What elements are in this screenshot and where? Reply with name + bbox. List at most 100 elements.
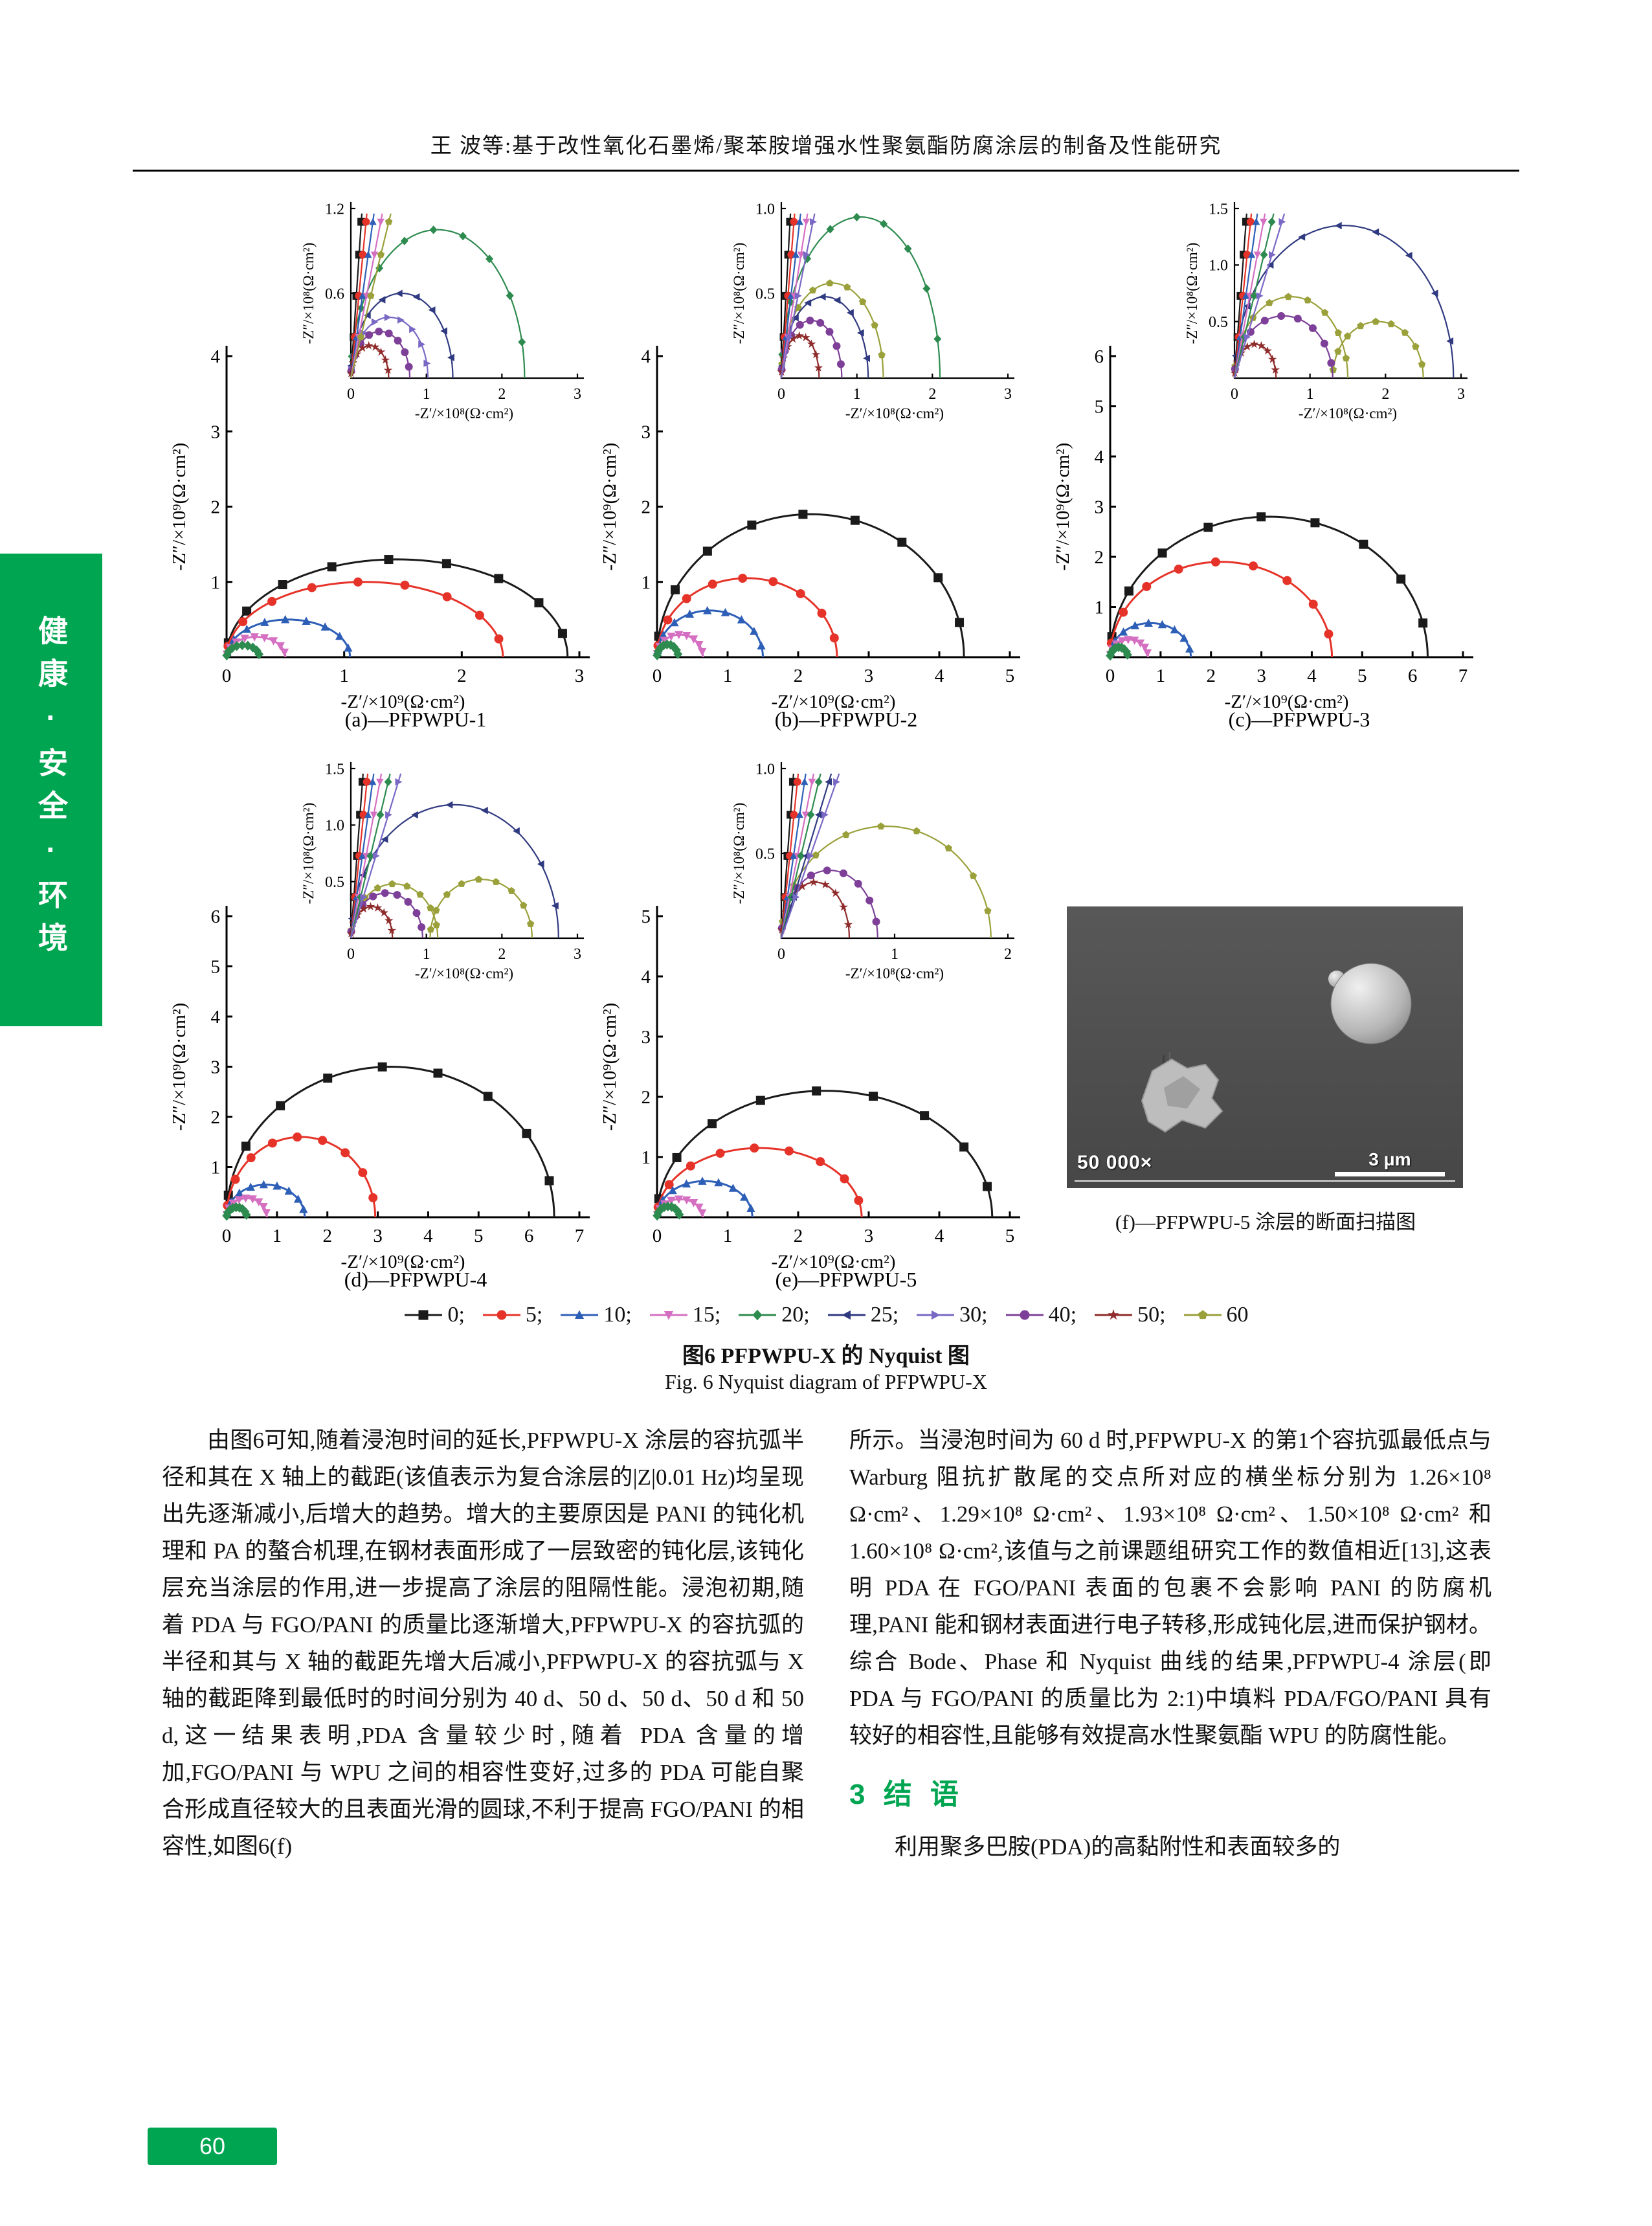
svg-text:2: 2: [1004, 946, 1012, 963]
svg-text:3: 3: [211, 1057, 221, 1078]
legend-item-25: 25;: [827, 1303, 899, 1327]
sem-caption: (f)—PFPWPU-5 涂层的断面扫描图: [1115, 1211, 1416, 1233]
svg-text:3: 3: [1095, 497, 1104, 518]
body-paragraph-left: 由图6可知,随着浸泡时间的延长,PFPWPU-X 涂层的容抗弧半径和其在 X 轴…: [162, 1428, 804, 1859]
svg-text:-Z′/×10⁸(Ω·cm²): -Z′/×10⁸(Ω·cm²): [845, 405, 944, 422]
svg-text:(b)—PFPWPU-2: (b)—PFPWPU-2: [775, 708, 917, 731]
svg-text:0: 0: [222, 1226, 232, 1246]
figure-legend: 0; 5; 10; 15; 20; 25; 30; 40; 50; 60: [129, 1303, 1523, 1327]
svg-text:4: 4: [1307, 666, 1317, 686]
body-paragraph-right: 所示。当浸泡时间为 60 d 时,PFPWPU-X 的第1个容抗弧最低点与 Wa…: [849, 1428, 1491, 1748]
svg-text:1: 1: [1095, 598, 1104, 618]
legend-label: 50;: [1137, 1303, 1166, 1327]
svg-text:2: 2: [794, 1226, 803, 1246]
header-title: 王 波等:基于改性氧化石墨烯/聚苯胺增强水性聚氨酯防腐涂层的制备及性能研究: [430, 135, 1222, 158]
svg-text:0: 0: [777, 946, 785, 963]
svg-text:-Z′/×10⁹(Ω·cm²): -Z′/×10⁹(Ω·cm²): [772, 691, 896, 712]
svg-text:0: 0: [777, 386, 785, 403]
nyquist-plot: 0 1 2 3 4 5 1 2 3 4 -Z′/×10⁹(Ω·cm²) -Z″/×10⁹(Ω·cm²)…: [599, 194, 1032, 731]
legend-label: 15;: [692, 1303, 721, 1327]
svg-text:5: 5: [1357, 666, 1367, 686]
legend-label: 5;: [525, 1303, 543, 1327]
sem-divider: [1075, 1180, 1455, 1182]
svg-text:5: 5: [211, 957, 221, 978]
svg-text:1: 1: [273, 1226, 282, 1246]
svg-text:0.5: 0.5: [755, 286, 775, 302]
legend-item-10: 10;: [559, 1303, 632, 1327]
legend-item-5: 5;: [482, 1303, 542, 1327]
chart-e: 0 1 2 3 4 5 1 2 3 4 5 -Z′/×10⁹(Ω·cm²) -Z″/×10⁹(Ω·cm²…: [592, 754, 1032, 1298]
svg-text:-Z″/×10⁸(Ω·cm²): -Z″/×10⁸(Ω·cm²): [300, 243, 317, 344]
legend-glyph: [1095, 1309, 1133, 1320]
sem-flake-detail: [1164, 1076, 1200, 1108]
svg-text:-Z′/×10⁹(Ω·cm²): -Z′/×10⁹(Ω·cm²): [341, 691, 465, 712]
svg-text:3: 3: [642, 1027, 651, 1048]
legend-glyph: [917, 1310, 955, 1320]
legend-glyph: [482, 1310, 520, 1320]
svg-text:-Z″/×10⁹(Ω·cm²): -Z″/×10⁹(Ω·cm²): [1053, 443, 1073, 571]
svg-text:-Z′/×10⁹(Ω·cm²): -Z′/×10⁹(Ω·cm²): [1225, 691, 1349, 712]
svg-text:4: 4: [642, 967, 651, 987]
svg-text:0.5: 0.5: [1209, 314, 1228, 331]
svg-text:3: 3: [373, 1226, 383, 1246]
nyquist-plot: 0 1 2 3 4 5 1 2 3 4 5 -Z′/×10⁹(Ω·cm²) -Z″/×10⁹(Ω·cm²…: [599, 754, 1032, 1291]
svg-text:1: 1: [642, 1147, 651, 1168]
svg-text:-Z′/×10⁹(Ω·cm²): -Z′/×10⁹(Ω·cm²): [341, 1252, 465, 1272]
legend-glyph: [739, 1309, 777, 1321]
sem-sphere: [1330, 963, 1412, 1044]
svg-text:-Z″/×10⁸(Ω·cm²): -Z″/×10⁸(Ω·cm²): [300, 803, 317, 905]
svg-text:3: 3: [574, 946, 581, 963]
svg-text:-Z″/×10⁹(Ω·cm²): -Z″/×10⁹(Ω·cm²): [169, 443, 190, 571]
svg-text:2: 2: [211, 1107, 221, 1128]
page-number: 60: [148, 2128, 277, 2165]
svg-text:3: 3: [864, 1226, 874, 1246]
sidebar-banner: 健康·安全·环境: [0, 554, 102, 1026]
svg-text:(a)—PFPWPU-1: (a)—PFPWPU-1: [345, 708, 487, 731]
legend-item-40: 40;: [1005, 1303, 1077, 1327]
svg-text:3: 3: [1256, 666, 1266, 686]
svg-text:2: 2: [322, 1226, 331, 1246]
sem-graphic: [1067, 906, 1463, 1188]
svg-text:4: 4: [642, 346, 651, 367]
svg-text:(e)—PFPWPU-5: (e)—PFPWPU-5: [776, 1268, 917, 1291]
svg-text:1: 1: [891, 946, 899, 963]
svg-text:3: 3: [864, 666, 874, 686]
svg-text:1.2: 1.2: [325, 201, 344, 218]
svg-text:7: 7: [575, 1226, 585, 1246]
svg-text:1.0: 1.0: [1209, 258, 1228, 275]
svg-text:1: 1: [211, 572, 221, 593]
svg-text:1.0: 1.0: [325, 818, 344, 835]
svg-text:4: 4: [423, 1226, 433, 1246]
svg-text:0: 0: [347, 386, 355, 403]
svg-text:0: 0: [653, 1226, 662, 1246]
svg-text:1: 1: [423, 946, 430, 963]
legend-item-0: 0;: [403, 1303, 465, 1327]
svg-text:6: 6: [1408, 666, 1418, 686]
svg-text:1: 1: [853, 386, 861, 403]
svg-text:5: 5: [1005, 666, 1015, 686]
body-paragraph-closing: 利用聚多巴胺(PDA)的高黏附性和表面较多的: [895, 1834, 1341, 1860]
svg-text:1: 1: [211, 1158, 221, 1178]
chart-d: 0 1 2 3 4 5 6 7 1 2 3 4 5 6 -Z′/×10⁹(Ω·cm²) -Z″/×10⁹(Ω·…: [162, 754, 602, 1298]
svg-text:3: 3: [1457, 386, 1465, 403]
svg-text:-Z′/×10⁸(Ω·cm²): -Z′/×10⁸(Ω·cm²): [845, 965, 944, 982]
svg-text:6: 6: [524, 1226, 534, 1246]
legend-label: 60: [1226, 1303, 1249, 1327]
svg-text:1: 1: [1156, 666, 1166, 686]
legend-item-60: 60: [1183, 1303, 1249, 1327]
svg-text:5: 5: [1095, 397, 1104, 418]
legend-label: 40;: [1048, 1303, 1077, 1327]
section-heading: 3 结 语: [849, 1779, 964, 1810]
legend-glyph: [561, 1310, 599, 1319]
svg-text:1: 1: [423, 386, 430, 403]
svg-text:2: 2: [642, 1087, 651, 1108]
svg-text:-Z′/×10⁸(Ω·cm²): -Z′/×10⁸(Ω·cm²): [415, 405, 513, 422]
svg-text:-Z′/×10⁸(Ω·cm²): -Z′/×10⁸(Ω·cm²): [1299, 405, 1397, 422]
body-column-right: 所示。当浸泡时间为 60 d 时,PFPWPU-X 的第1个容抗弧最低点与 Wa…: [849, 1422, 1491, 1865]
svg-text:1.0: 1.0: [755, 761, 775, 778]
svg-text:0: 0: [347, 946, 355, 963]
legend-label: 20;: [781, 1303, 810, 1327]
svg-text:(c)—PFPWPU-3: (c)—PFPWPU-3: [1229, 708, 1370, 731]
legend-glyph: [1005, 1310, 1044, 1320]
